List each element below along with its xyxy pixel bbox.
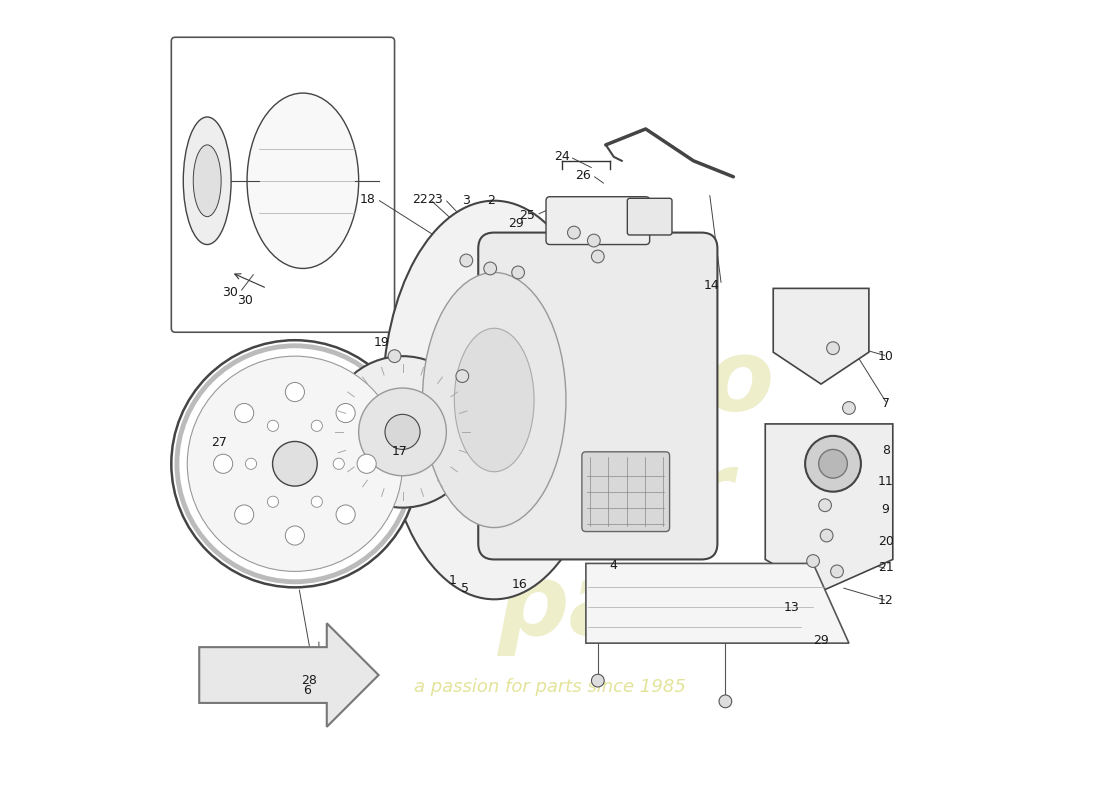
Text: 5: 5 [461,582,469,595]
Text: 30: 30 [221,286,238,299]
Text: 16: 16 [512,578,528,591]
Text: 30: 30 [238,294,253,307]
Circle shape [285,526,305,545]
Circle shape [460,254,473,267]
Circle shape [267,420,278,431]
Circle shape [455,370,469,382]
Circle shape [267,496,278,507]
Circle shape [826,342,839,354]
FancyBboxPatch shape [582,452,670,531]
Text: 26: 26 [575,169,592,182]
Circle shape [830,565,844,578]
Circle shape [719,695,732,708]
Circle shape [285,382,305,402]
Text: 8: 8 [881,444,890,457]
FancyBboxPatch shape [627,198,672,235]
Text: 29: 29 [508,217,524,230]
Circle shape [337,403,355,422]
Text: 7: 7 [881,398,890,410]
Circle shape [818,499,832,512]
Circle shape [172,340,418,587]
Circle shape [213,454,233,474]
Text: 21: 21 [878,561,893,574]
Text: 3: 3 [462,194,470,207]
Circle shape [234,505,254,524]
Text: 23: 23 [427,193,443,206]
Circle shape [359,388,447,476]
Text: 11: 11 [878,475,893,488]
Circle shape [806,554,820,567]
Text: 10: 10 [878,350,893,362]
Text: 22: 22 [412,193,428,206]
Text: 17: 17 [392,446,407,458]
Ellipse shape [454,328,535,472]
Circle shape [358,454,376,474]
Circle shape [512,266,525,279]
Text: 14: 14 [704,278,719,292]
FancyBboxPatch shape [172,38,395,332]
Polygon shape [766,424,893,591]
Text: 13: 13 [783,601,800,614]
Text: 9: 9 [882,502,890,516]
Circle shape [234,403,254,422]
Circle shape [843,402,856,414]
Text: 20: 20 [878,534,893,548]
Circle shape [484,262,496,275]
Ellipse shape [383,201,606,599]
Ellipse shape [248,93,359,269]
Text: 19: 19 [374,336,389,349]
Text: 6: 6 [302,685,311,698]
Circle shape [311,496,322,507]
Circle shape [592,674,604,687]
Polygon shape [773,288,869,384]
Text: a passion for parts since 1985: a passion for parts since 1985 [414,678,686,696]
Circle shape [337,505,355,524]
Text: 29: 29 [813,634,829,647]
Text: 27: 27 [211,436,227,449]
Text: 4: 4 [609,559,618,572]
Text: 24: 24 [554,150,570,163]
Text: 2: 2 [487,194,495,207]
Circle shape [385,414,420,450]
Circle shape [388,350,400,362]
Polygon shape [586,563,849,643]
Circle shape [818,450,847,478]
Circle shape [805,436,861,492]
Circle shape [273,442,317,486]
Circle shape [592,250,604,263]
Text: 12: 12 [878,594,893,607]
Circle shape [311,420,322,431]
Ellipse shape [422,273,565,527]
Ellipse shape [194,145,221,217]
Text: 25: 25 [519,209,535,222]
Circle shape [327,356,478,508]
FancyBboxPatch shape [478,233,717,559]
Polygon shape [199,623,378,727]
Text: euro
car
parts: euro car parts [498,335,793,656]
Text: 1: 1 [449,574,456,587]
Circle shape [333,458,344,470]
FancyBboxPatch shape [546,197,650,245]
Text: 28: 28 [301,674,317,687]
Circle shape [821,529,833,542]
Text: 18: 18 [360,193,375,206]
Ellipse shape [184,117,231,245]
Circle shape [568,226,581,239]
Circle shape [245,458,256,470]
Circle shape [187,356,403,571]
Circle shape [587,234,601,247]
